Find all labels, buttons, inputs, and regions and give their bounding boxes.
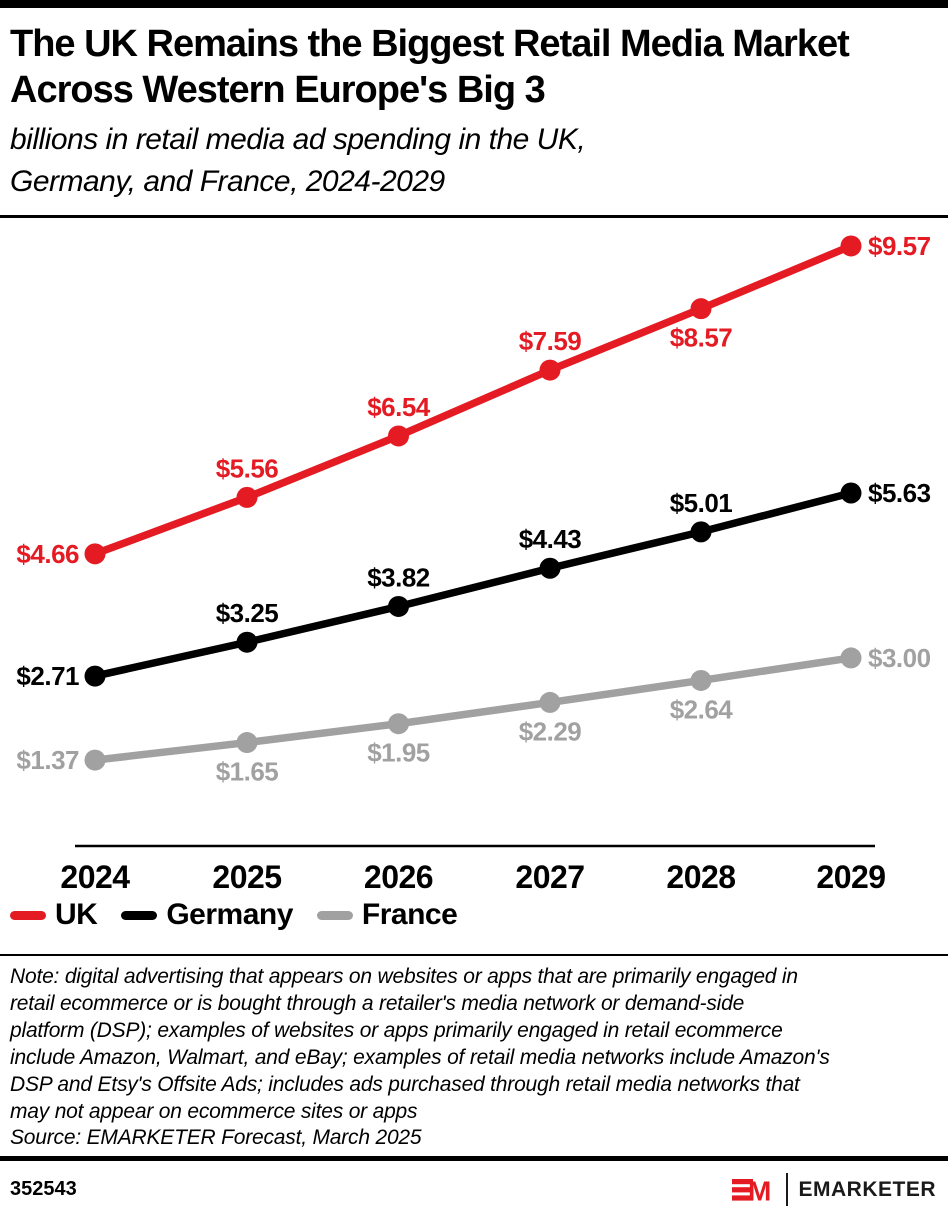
point-germany-2025	[236, 631, 258, 653]
chart-title-line2: Across Western Europe's Big 3	[10, 68, 546, 111]
point-germany-2027	[539, 557, 561, 579]
point-france-2028	[690, 670, 712, 692]
line-chart: 2024 2025 2026 2027 2028 2029 $1.37 $1.65 $1.95 $…	[16, 231, 931, 895]
line-uk	[91, 242, 855, 558]
note-line: Note: digital advertising that appears o…	[10, 965, 798, 989]
header-divider	[0, 215, 948, 219]
legend-item-germany: Germany	[121, 898, 293, 932]
note-line: may not appear on ecommerce sites or app…	[10, 1099, 418, 1123]
legend-item-uk: UK	[10, 898, 98, 932]
x-tick-2029: 2029	[816, 859, 885, 895]
point-germany-2029	[840, 482, 862, 504]
value-label-germany-2029: $5.63	[868, 478, 931, 508]
point-uk-2027	[539, 359, 561, 381]
chart-subtitle-line2: Germany, and France, 2024-2029	[10, 165, 445, 199]
value-label-germany-2027: $4.43	[519, 524, 582, 554]
point-germany-2024	[84, 665, 106, 687]
germany-line-swatch-icon	[121, 910, 158, 920]
value-label-france-2029: $3.00	[868, 643, 931, 673]
footer-divider	[0, 1156, 948, 1162]
value-label-uk-2025: $5.56	[216, 454, 279, 484]
top-accent-bar	[0, 0, 948, 8]
uk-line-swatch-icon	[10, 910, 46, 920]
x-tick-2024: 2024	[60, 859, 130, 895]
chart-subtitle: billions in retail media ad spending in …	[10, 119, 936, 203]
point-uk-2025	[236, 487, 258, 509]
x-tick-2027: 2027	[515, 859, 584, 895]
note-line: retail ecommerce or is bought through a …	[10, 992, 745, 1016]
emarketer-logo: M EMARKETER	[732, 1173, 936, 1206]
value-label-uk-2029: $9.57	[868, 231, 931, 261]
legend-item-france: France	[316, 898, 458, 932]
point-germany-2028	[690, 521, 712, 543]
x-tick-2025: 2025	[212, 859, 281, 895]
legend-label-uk: UK	[55, 898, 98, 932]
value-label-germany-2025: $3.25	[216, 598, 279, 628]
point-germany-2026	[388, 596, 409, 618]
x-tick-2028: 2028	[666, 859, 735, 895]
line-france	[91, 654, 855, 765]
emarketer-monogram-icon: M	[732, 1177, 772, 1203]
value-label-uk-2028: $8.57	[670, 323, 733, 353]
logo-divider-bar	[786, 1173, 789, 1206]
chart-title-line1: The UK Remains the Biggest Retail Media …	[10, 23, 850, 65]
footnote: Note: digital advertising that appears o…	[0, 956, 948, 1152]
value-label-france-2026: $1.95	[367, 738, 430, 768]
chart-id: 352543	[10, 1178, 77, 1201]
x-tick-2026: 2026	[364, 859, 433, 895]
point-uk-2029	[840, 235, 862, 257]
value-label-germany-2026: $3.82	[367, 563, 430, 593]
value-label-france-2024: $1.37	[16, 745, 79, 775]
point-france-2027	[539, 692, 561, 714]
value-label-france-2027: $2.29	[519, 717, 582, 747]
point-uk-2026	[388, 425, 409, 447]
point-uk-2028	[690, 298, 712, 320]
source-line: Source: EMARKETER Forecast, March 2025	[10, 1126, 422, 1150]
value-label-france-2025: $1.65	[216, 757, 279, 787]
point-france-2029	[840, 647, 862, 669]
value-label-france-2028: $2.64	[670, 695, 734, 725]
line-germany	[91, 489, 855, 681]
france-line-swatch-icon	[316, 910, 353, 920]
value-label-germany-2028: $5.01	[670, 488, 733, 518]
note-line: include Amazon, Walmart, and eBay; examp…	[10, 1045, 830, 1069]
value-label-germany-2024: $2.71	[16, 661, 79, 691]
legend-label-germany: Germany	[166, 898, 293, 932]
value-label-uk-2026: $6.54	[367, 392, 431, 422]
legend-divider	[0, 954, 948, 957]
value-label-uk-2027: $7.59	[519, 326, 582, 356]
chart-subtitle-line1: billions in retail media ad spending in …	[10, 123, 586, 157]
point-france-2025	[236, 732, 258, 754]
point-uk-2024	[84, 543, 106, 565]
point-france-2026	[388, 713, 409, 735]
value-label-uk-2024: $4.66	[16, 539, 79, 569]
footer: 352543 M EMARKETER	[0, 1161, 948, 1206]
svg-text:M: M	[748, 1177, 771, 1203]
legend-label-france: France	[361, 898, 458, 932]
chart-legend: UK Germany France	[0, 898, 948, 932]
note-line: platform (DSP); examples of websites or …	[10, 1018, 783, 1042]
brand-name: EMARKETER	[798, 1177, 936, 1201]
chart-header: The UK Remains the Biggest Retail Media …	[0, 8, 948, 215]
chart-title: The UK Remains the Biggest Retail Media …	[10, 22, 936, 113]
point-france-2024	[84, 749, 106, 771]
note-line: DSP and Etsy's Offsite Ads; includes ads…	[10, 1072, 800, 1096]
